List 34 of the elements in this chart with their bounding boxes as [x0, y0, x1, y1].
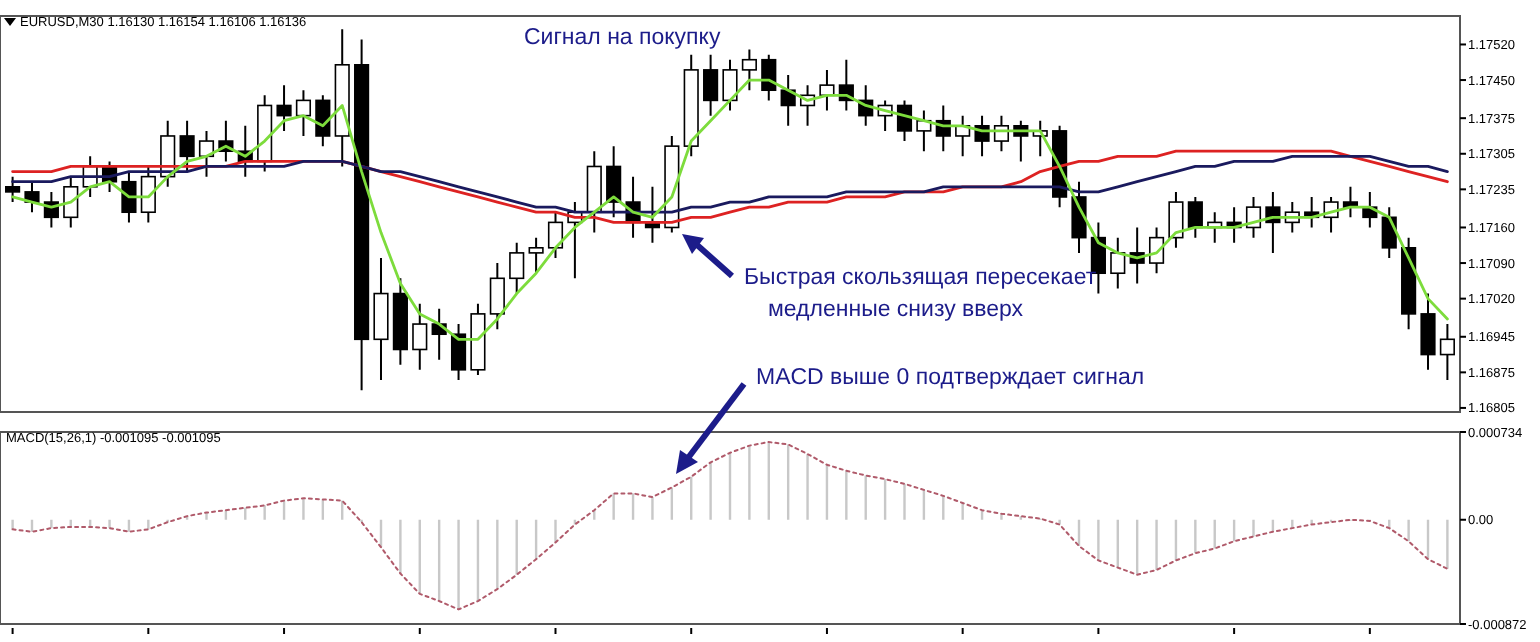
candlestick [140, 165, 156, 224]
candlestick [509, 241, 525, 295]
candlestick [1420, 292, 1436, 371]
candlestick [179, 119, 195, 173]
annotation: Сигнал на покупку [524, 26, 721, 50]
annotation: MACD выше 0 подтверждает сигнал [756, 366, 1145, 390]
candlestick [528, 236, 544, 275]
candlestick [5, 175, 21, 204]
candlestick [392, 277, 408, 366]
candlestick [606, 145, 622, 219]
candlestick [1187, 195, 1203, 239]
candlestick [295, 89, 312, 137]
candlestick [373, 256, 389, 381]
candlestick [354, 38, 370, 392]
candlestick [1439, 323, 1455, 381]
candlestick [683, 53, 699, 158]
line-series [11, 441, 1449, 611]
annotation: Быстрая скользящая пересекает медленные снизу вверх [744, 266, 1098, 322]
candlestick [722, 58, 738, 112]
candlestick [450, 323, 467, 381]
candlestick [1168, 190, 1184, 249]
candlestick [586, 150, 602, 234]
candlestick [703, 53, 719, 117]
candlestick [121, 170, 137, 224]
candlestick [761, 53, 777, 102]
candlestick [470, 302, 486, 376]
candlestick [819, 68, 835, 112]
candlestick [1110, 236, 1126, 290]
candlestick [741, 48, 757, 92]
candlestick [547, 211, 564, 259]
candlestick [489, 262, 505, 331]
candlestick [412, 302, 428, 371]
candlestick [1401, 236, 1417, 331]
candlestick [276, 84, 292, 132]
